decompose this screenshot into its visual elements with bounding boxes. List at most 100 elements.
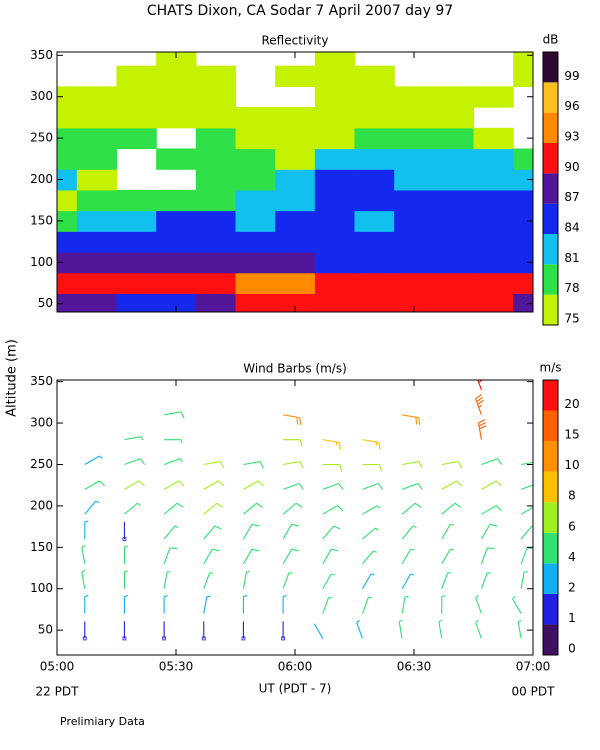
contour-cell	[195, 107, 237, 129]
wind-barb	[322, 463, 343, 472]
colorbar-box	[543, 112, 558, 143]
wind-barb	[441, 523, 454, 540]
colorbar-tick-label: 0	[568, 642, 576, 656]
wind-barb	[362, 439, 381, 450]
y-axis-label: Altitude (m)	[5, 339, 20, 417]
y-tick-label: 50	[38, 623, 53, 637]
colorbar-box	[543, 563, 558, 594]
wind-barb	[203, 525, 222, 540]
contour-cell	[76, 86, 118, 108]
wind-barb	[521, 461, 533, 466]
wind-barb	[163, 547, 178, 565]
wind-barb	[123, 595, 129, 614]
colorbar-tick-label: 78	[564, 281, 579, 295]
contour-cell	[314, 169, 356, 191]
colorbar-tick-label: 81	[564, 251, 579, 265]
contour-cell	[394, 127, 435, 150]
wind-barb	[322, 573, 335, 590]
y-tick-label: 300	[30, 416, 53, 430]
wind-barb	[282, 595, 287, 614]
x-left-note: 22 PDT	[36, 685, 80, 699]
wind-barb	[402, 460, 423, 469]
y-tick-label: 200	[30, 172, 53, 186]
plot-area	[57, 52, 533, 312]
wind-barb	[163, 525, 179, 540]
colorbar-tick-label: 75	[564, 312, 579, 326]
contour-cell	[275, 272, 316, 294]
contour-cell	[314, 210, 356, 232]
contour-cell	[354, 272, 395, 294]
contour-cell	[354, 293, 395, 312]
wind-barb	[203, 548, 220, 565]
wind-barb	[401, 548, 415, 565]
wind-barb	[362, 483, 384, 490]
y-tick-label: 350	[30, 48, 53, 62]
wind-barb	[282, 523, 299, 540]
contour-cell	[235, 272, 276, 294]
contour-cell	[235, 210, 276, 232]
y-tick-label: 150	[30, 213, 53, 227]
colorbar-box	[543, 532, 558, 564]
contour-cell	[116, 210, 157, 232]
contour-cell	[354, 86, 395, 108]
wind-barb	[203, 480, 225, 490]
colorbar-tick-label: 99	[564, 69, 579, 83]
wind-barb	[242, 571, 251, 589]
wind-barb	[362, 550, 377, 565]
wind-barb	[401, 573, 415, 590]
wind-barb	[243, 460, 264, 469]
contour-cell	[76, 272, 118, 294]
contour-cell	[235, 148, 276, 170]
contour-cell	[433, 107, 475, 129]
contour-cell	[394, 169, 435, 191]
contour-cell	[314, 231, 356, 253]
wind-barb	[362, 527, 379, 540]
contour-cell	[235, 189, 276, 212]
y-tick-label: 100	[30, 255, 53, 269]
barb-calm	[82, 636, 87, 641]
wind-barb	[402, 414, 421, 426]
contour-cell	[433, 272, 475, 294]
wind-barb	[520, 506, 533, 515]
wind-barb	[164, 439, 183, 444]
contour-cell	[195, 148, 237, 170]
colorbar-tick-label: 6	[568, 519, 576, 533]
contour-cell	[513, 293, 533, 312]
x-tick-label: 06:30	[397, 660, 432, 674]
wind-barb	[361, 573, 375, 590]
contour-cell	[433, 293, 475, 312]
contour-cell	[195, 272, 237, 294]
contour-cell	[156, 65, 197, 87]
contour-cell	[275, 169, 316, 191]
wind-barb	[441, 480, 463, 490]
wind-barb	[84, 520, 89, 540]
contour-cell	[57, 293, 78, 312]
wind-barb	[481, 480, 502, 490]
wind-barb	[401, 502, 422, 515]
contour-cell	[116, 231, 157, 253]
contour-cell	[156, 231, 197, 253]
contour-cell	[433, 86, 475, 108]
contour-cell	[394, 231, 435, 253]
contour-cell	[116, 86, 157, 108]
wind-barb	[203, 572, 214, 589]
contour-cell	[76, 210, 118, 232]
wind-barb	[84, 595, 89, 614]
wind-barb	[282, 502, 303, 515]
contour-cell	[195, 251, 237, 274]
contour-cell	[195, 169, 237, 191]
contour-cell	[354, 107, 395, 129]
footer-note: Prelimiary Data	[60, 715, 145, 728]
contour-cell	[156, 210, 197, 232]
chart-title: Wind Barbs (m/s)	[243, 362, 347, 376]
contour-cell	[473, 293, 514, 312]
contour-cell	[513, 272, 533, 294]
contour-cell	[156, 52, 197, 67]
contour-cell	[195, 189, 237, 212]
wind-barb	[282, 572, 293, 589]
contour-cell	[156, 86, 197, 108]
colorbar-frame	[542, 379, 559, 656]
plot-area	[81, 380, 533, 641]
contour-cell	[235, 127, 276, 150]
